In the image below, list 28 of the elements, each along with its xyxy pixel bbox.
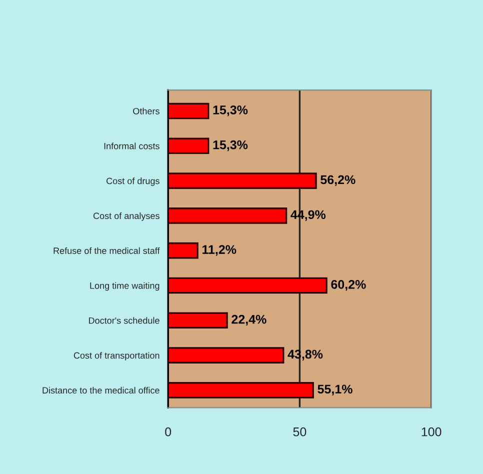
x-tick-label: 50	[293, 427, 306, 436]
y-tick-label: Refuse of the medical staff	[54, 247, 160, 254]
x-tick-label: 100	[422, 427, 442, 436]
data-label: 11,2%	[202, 245, 236, 256]
bar	[168, 102, 210, 120]
data-label: 22,4%	[232, 314, 266, 326]
y-tick-label: Informal costs	[104, 142, 160, 150]
data-label: 15,3%	[213, 106, 248, 116]
x-tick-label: 0	[165, 427, 172, 436]
data-label: 15,3%	[213, 140, 248, 152]
bar	[168, 138, 210, 154]
y-tick-label: Cost of transportation	[74, 352, 160, 360]
y-tick-label: Others	[133, 108, 160, 114]
y-tick-label: Long time waiting	[90, 282, 160, 291]
data-label: 56,2%	[320, 175, 356, 186]
y-tick-label: Distance to the medical office	[42, 386, 160, 394]
bar	[168, 208, 288, 224]
bar	[168, 347, 284, 364]
y-tick-label: Cost of analyses	[93, 212, 160, 221]
bar	[168, 277, 328, 294]
y-tick-label: Cost of drugs	[106, 178, 160, 186]
bar	[168, 172, 317, 189]
bar	[168, 312, 228, 329]
bar	[168, 382, 314, 398]
data-label: 55,1%	[318, 384, 352, 396]
y-tick-label: Doctor's schedule	[89, 317, 160, 324]
bar	[168, 242, 198, 259]
data-label: 60,2%	[331, 280, 366, 291]
